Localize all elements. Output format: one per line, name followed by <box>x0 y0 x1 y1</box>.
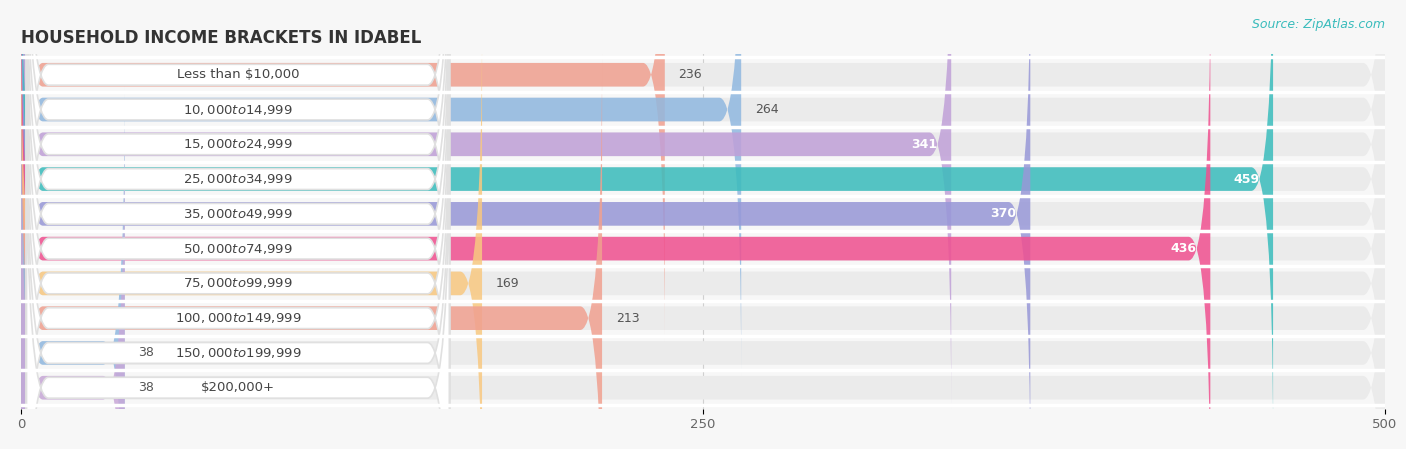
Text: HOUSEHOLD INCOME BRACKETS IN IDABEL: HOUSEHOLD INCOME BRACKETS IN IDABEL <box>21 29 422 47</box>
FancyBboxPatch shape <box>21 0 1385 449</box>
FancyBboxPatch shape <box>21 0 1211 449</box>
Text: 213: 213 <box>616 312 640 325</box>
FancyBboxPatch shape <box>27 85 450 449</box>
Text: $15,000 to $24,999: $15,000 to $24,999 <box>183 137 292 151</box>
FancyBboxPatch shape <box>21 0 1272 445</box>
Text: Source: ZipAtlas.com: Source: ZipAtlas.com <box>1251 18 1385 31</box>
FancyBboxPatch shape <box>21 121 1385 449</box>
FancyBboxPatch shape <box>27 0 450 412</box>
FancyBboxPatch shape <box>21 17 1385 449</box>
FancyBboxPatch shape <box>21 87 1385 449</box>
Text: 459: 459 <box>1233 172 1260 185</box>
FancyBboxPatch shape <box>21 0 1385 411</box>
FancyBboxPatch shape <box>21 0 1385 376</box>
Text: 370: 370 <box>991 207 1017 220</box>
FancyBboxPatch shape <box>21 87 125 449</box>
FancyBboxPatch shape <box>27 16 450 449</box>
FancyBboxPatch shape <box>21 0 1031 449</box>
Text: $50,000 to $74,999: $50,000 to $74,999 <box>183 242 292 255</box>
FancyBboxPatch shape <box>27 0 450 377</box>
FancyBboxPatch shape <box>21 52 1385 449</box>
Text: 38: 38 <box>138 381 155 394</box>
Text: $75,000 to $99,999: $75,000 to $99,999 <box>183 277 292 291</box>
FancyBboxPatch shape <box>27 0 450 343</box>
FancyBboxPatch shape <box>21 17 482 449</box>
Text: 38: 38 <box>138 347 155 360</box>
Text: $100,000 to $149,999: $100,000 to $149,999 <box>174 311 301 325</box>
FancyBboxPatch shape <box>21 0 1385 341</box>
Text: $10,000 to $14,999: $10,000 to $14,999 <box>183 102 292 117</box>
FancyBboxPatch shape <box>21 0 1385 449</box>
Text: $200,000+: $200,000+ <box>201 381 276 394</box>
Text: 436: 436 <box>1171 242 1197 255</box>
Text: $25,000 to $34,999: $25,000 to $34,999 <box>183 172 292 186</box>
Text: 264: 264 <box>755 103 779 116</box>
Text: $150,000 to $199,999: $150,000 to $199,999 <box>174 346 301 360</box>
Text: 236: 236 <box>679 68 702 81</box>
Text: 341: 341 <box>911 138 938 151</box>
FancyBboxPatch shape <box>27 0 450 447</box>
FancyBboxPatch shape <box>21 0 665 341</box>
FancyBboxPatch shape <box>27 0 450 449</box>
FancyBboxPatch shape <box>21 0 1385 445</box>
FancyBboxPatch shape <box>27 50 450 449</box>
FancyBboxPatch shape <box>21 121 125 449</box>
FancyBboxPatch shape <box>21 52 602 449</box>
FancyBboxPatch shape <box>27 0 450 449</box>
Text: $35,000 to $49,999: $35,000 to $49,999 <box>183 207 292 221</box>
FancyBboxPatch shape <box>27 120 450 449</box>
FancyBboxPatch shape <box>21 0 741 376</box>
Text: 169: 169 <box>496 277 519 290</box>
Text: Less than $10,000: Less than $10,000 <box>177 68 299 81</box>
FancyBboxPatch shape <box>21 0 952 411</box>
